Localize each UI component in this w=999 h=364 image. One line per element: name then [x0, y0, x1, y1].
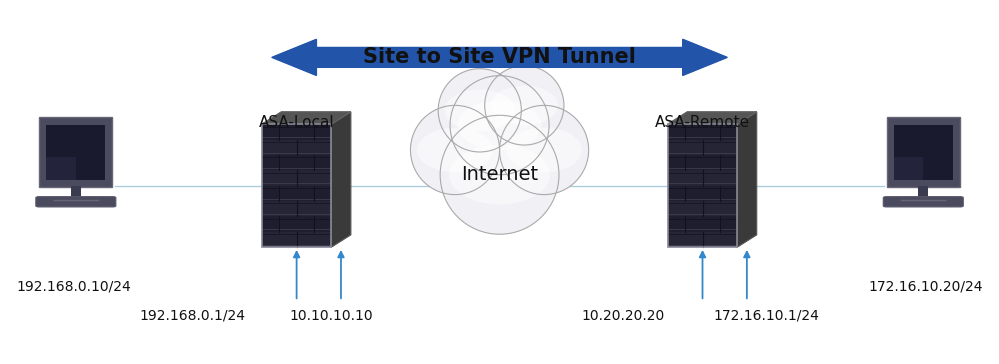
Bar [668, 232, 737, 247]
Text: ASA-Local: ASA-Local [259, 115, 335, 130]
Bar [668, 124, 737, 247]
Bar [262, 124, 332, 139]
Bar [262, 232, 332, 247]
Text: 10.20.20.20: 10.20.20.20 [581, 309, 665, 323]
Polygon shape [668, 112, 756, 124]
Ellipse shape [451, 76, 549, 175]
Text: 192.168.0.10/24: 192.168.0.10/24 [17, 280, 131, 294]
Bar [262, 170, 332, 186]
Ellipse shape [491, 86, 558, 125]
Bar [71, 186, 81, 198]
Polygon shape [737, 112, 756, 247]
Bar [668, 186, 737, 201]
Text: Internet: Internet [461, 165, 538, 184]
FancyBboxPatch shape [36, 197, 116, 207]
Bar [668, 124, 737, 139]
Polygon shape [262, 112, 351, 124]
FancyBboxPatch shape [46, 125, 106, 180]
Bar [262, 124, 332, 247]
Text: Site to Site VPN Tunnel: Site to Site VPN Tunnel [363, 47, 636, 67]
FancyBboxPatch shape [894, 125, 953, 180]
Ellipse shape [445, 90, 515, 131]
Bar [262, 155, 332, 170]
FancyBboxPatch shape [894, 157, 923, 180]
FancyBboxPatch shape [887, 117, 960, 187]
FancyBboxPatch shape [883, 197, 963, 207]
Ellipse shape [450, 145, 550, 205]
Bar [668, 124, 737, 247]
Bar [262, 124, 332, 247]
Ellipse shape [500, 106, 588, 195]
Bar [668, 201, 737, 216]
Text: 172.16.10.20/24: 172.16.10.20/24 [868, 280, 982, 294]
Ellipse shape [506, 128, 582, 172]
Bar [668, 139, 737, 155]
Text: 10.10.10.10: 10.10.10.10 [290, 309, 373, 323]
Bar [668, 216, 737, 232]
Bar [262, 201, 332, 216]
Text: ASA-Remote: ASA-Remote [655, 115, 750, 130]
Ellipse shape [485, 66, 563, 145]
Ellipse shape [411, 106, 500, 195]
Ellipse shape [458, 100, 541, 150]
Bar [262, 216, 332, 232]
Polygon shape [332, 112, 351, 247]
Bar [262, 139, 332, 155]
Ellipse shape [418, 128, 493, 172]
FancyBboxPatch shape [46, 157, 76, 180]
Text: 192.168.0.1/24: 192.168.0.1/24 [140, 309, 246, 323]
Bar [668, 155, 737, 170]
Polygon shape [272, 39, 727, 75]
Bar [668, 170, 737, 186]
Bar [262, 186, 332, 201]
Bar [918, 186, 928, 198]
Ellipse shape [439, 69, 521, 152]
Text: 172.16.10.1/24: 172.16.10.1/24 [714, 309, 820, 323]
Ellipse shape [441, 115, 559, 234]
FancyBboxPatch shape [39, 117, 113, 187]
